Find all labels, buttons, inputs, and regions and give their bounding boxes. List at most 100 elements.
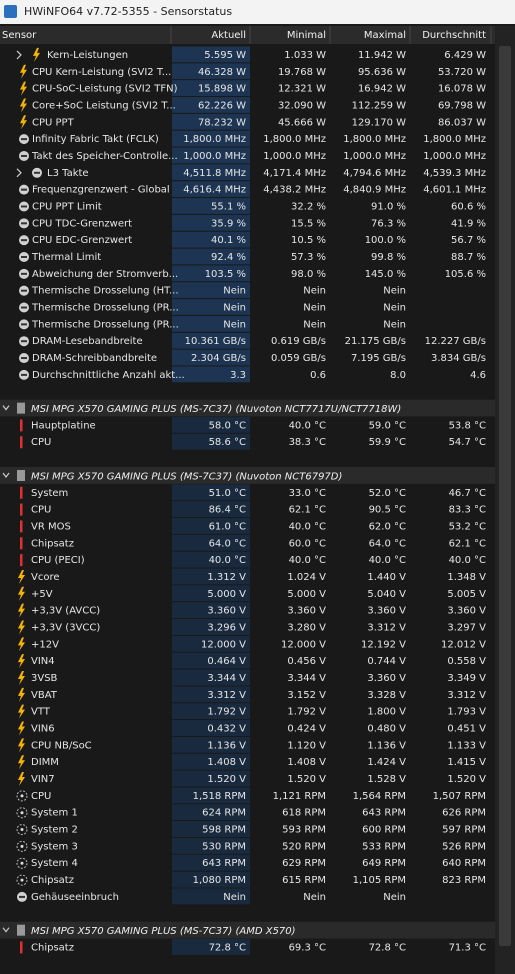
sensor-label: System	[31, 488, 68, 499]
sensor-value: 3.360 V	[287, 606, 326, 617]
scrollbar-thumb[interactable]	[499, 46, 511, 946]
sensor-value: 1,800.0 MHz	[423, 134, 486, 145]
current-cell	[172, 720, 250, 736]
icon-power	[18, 603, 25, 618]
sensor-value: 21.175 GB/s	[345, 336, 406, 347]
sensor-value: 72.8 °C	[369, 942, 406, 953]
sensor-value: Nein	[223, 303, 246, 314]
sensor-value: 643 RPM	[202, 858, 246, 869]
sensor-value: 38.3 °C	[289, 437, 326, 448]
sensor-value: 86.4 °C	[209, 505, 246, 516]
sensor-value: 145.0 %	[365, 269, 406, 280]
icon-temperature	[20, 520, 23, 533]
sensor-value: 12.192 V	[361, 639, 406, 650]
current-cell	[172, 63, 250, 80]
sensor-value: 1,800.0 MHz	[263, 134, 326, 145]
sensor-label: Hauptplatine	[31, 420, 96, 431]
icon-clock-mark	[21, 289, 27, 292]
icon-power	[20, 64, 27, 79]
sensor-value: 100.0 %	[365, 235, 406, 246]
sensor-value: 3.328 V	[367, 690, 406, 701]
section-title: MSI MPG X570 GAMING PLUS (MS-7C37) (Nuvo…	[31, 404, 401, 415]
icon-fan	[16, 790, 28, 802]
current-cell	[172, 501, 250, 518]
sensor-value: 60.0 °C	[289, 538, 326, 549]
sensor-value: 598 RPM	[202, 825, 246, 836]
sensor-value: 4.6	[470, 370, 486, 381]
sensor-value: 1.793 V	[447, 707, 486, 718]
sensor-value: 58.0 °C	[209, 420, 246, 431]
sensor-value: 53.8 °C	[449, 420, 486, 431]
chip-icon	[17, 402, 25, 414]
icon-power	[20, 98, 27, 113]
current-cell	[172, 366, 250, 383]
sensor-value: 105.6 %	[445, 269, 486, 280]
sensor-value: 88.7 %	[451, 252, 486, 263]
column-header: Maximal	[364, 30, 406, 41]
collapse-arrow	[2, 472, 10, 478]
icon-power	[18, 654, 25, 669]
current-cell	[172, 198, 250, 214]
sensor-value: 91.0 %	[371, 201, 406, 212]
sensor-value: 1,080 RPM	[193, 875, 246, 886]
sensor-value: 640 RPM	[442, 858, 486, 869]
sensor-value: 626 RPM	[442, 808, 486, 819]
sensor-label: Kern-Leistungen	[47, 50, 128, 61]
sensor-value: 533 RPM	[362, 841, 406, 852]
sensor-value: 643 RPM	[362, 808, 406, 819]
sensor-value: 98.0 %	[291, 269, 326, 280]
sensor-label: Chipsatz	[31, 942, 74, 953]
current-cell	[172, 585, 250, 602]
sensor-value: 600 RPM	[362, 825, 406, 836]
sensor-label: CPU-SoC-Leistung (SVI2 TFN)	[32, 84, 178, 95]
sensor-label: System 2	[31, 825, 78, 836]
title-bar	[0, 0, 515, 24]
sensor-value: 12.000 V	[201, 639, 246, 650]
sensor-value: 1.415 V	[447, 757, 486, 768]
sensor-value: 86.037 W	[438, 117, 486, 128]
current-cell	[172, 282, 250, 299]
sensor-value: 5.595 W	[204, 50, 246, 61]
sensor-value: 95.636 W	[358, 67, 406, 78]
collapse-arrow	[2, 927, 10, 933]
icon-temperature	[20, 941, 23, 954]
sensor-value: 3.312 V	[207, 690, 246, 701]
sensor-value: 1.408 V	[287, 757, 326, 768]
sensor-value: Nein	[383, 892, 406, 903]
current-cell	[172, 619, 250, 635]
expand-arrow	[16, 168, 22, 178]
sensor-value: 1,507 RPM	[433, 791, 486, 802]
current-cell	[172, 736, 250, 753]
icon-power	[18, 755, 25, 770]
icon-power	[18, 704, 25, 719]
sensor-value: 1.440 V	[367, 572, 406, 583]
sensor-label: DRAM-Lesebandbreite	[32, 336, 143, 347]
current-cell	[172, 130, 250, 147]
sensor-label: Abweichung der Stromverb...	[32, 269, 178, 280]
sensor-value: 55.1 %	[211, 201, 246, 212]
current-cell	[172, 164, 250, 181]
icon-clock-mark	[21, 306, 27, 309]
sensor-value: 0.744 V	[367, 656, 406, 667]
icon-fan-hub	[20, 794, 24, 798]
sensor-value: 12.321 W	[278, 84, 326, 95]
sensor-value: 56.7 %	[451, 235, 486, 246]
icon-temperature	[20, 537, 23, 550]
sensor-label: Chipsatz	[31, 875, 74, 886]
sensor-label: L3 Takte	[47, 168, 89, 179]
icon-power	[18, 721, 25, 736]
sensor-value: 10.5 %	[291, 235, 326, 246]
sensor-value: 3.834 GB/s	[431, 353, 486, 364]
current-cell	[172, 686, 250, 703]
icon-fan	[16, 840, 28, 852]
sensor-value: 12.227 GB/s	[425, 336, 486, 347]
sensor-value: 0.059 GB/s	[271, 353, 326, 364]
section-title: MSI MPG X570 GAMING PLUS (MS-7C37) (AMD …	[31, 926, 296, 937]
icon-clock-mark	[21, 373, 27, 376]
sensor-label: CPU Kern-Leistung (SVI2 T...	[32, 67, 171, 78]
sensor-label: Takt des Speicher-Controlle...	[31, 151, 178, 162]
sensor-value: 1.520 V	[447, 774, 486, 785]
sensor-value: 16.078 W	[438, 84, 486, 95]
sensor-label: Thermische Drosselung (PR...	[31, 303, 179, 314]
current-cell	[172, 602, 250, 619]
